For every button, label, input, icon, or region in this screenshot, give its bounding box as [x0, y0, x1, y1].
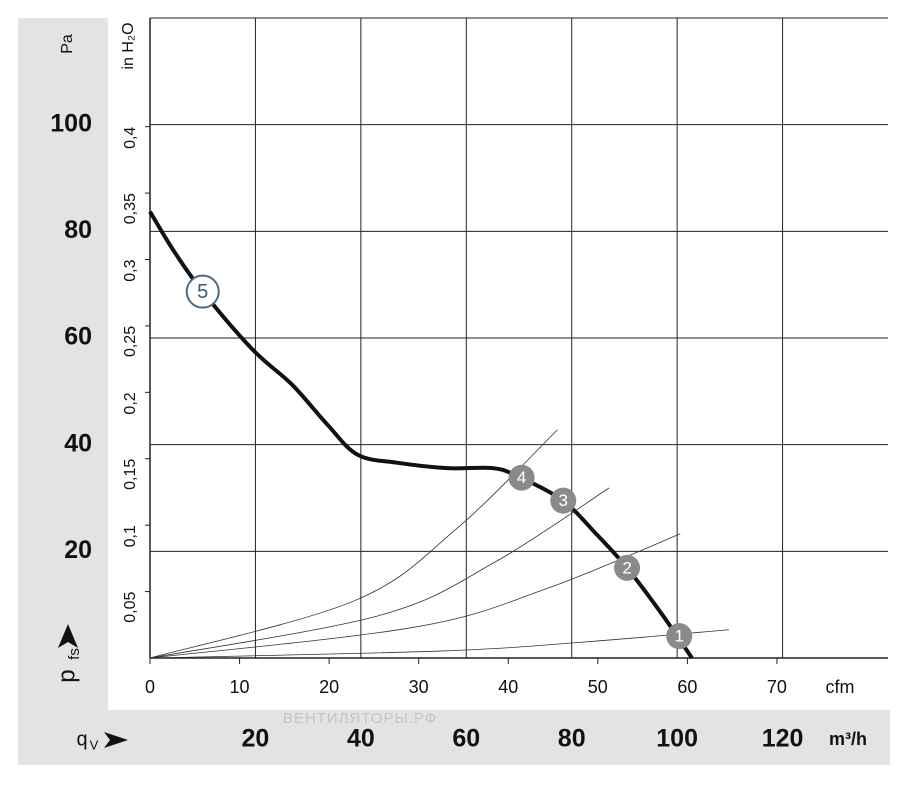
y-unit: Pa: [59, 34, 76, 54]
x-unit: m³/h: [829, 729, 867, 749]
watermark: ВЕНТИЛЯТОРЫ.РФ: [283, 710, 437, 727]
left-band: [18, 18, 108, 710]
x-label: q: [76, 728, 87, 750]
x2-tick-label: 30: [409, 677, 429, 697]
x-arrow: [104, 732, 128, 748]
y2-tick-label: 0,25: [122, 326, 139, 357]
y-tick-label: 60: [64, 323, 92, 351]
y2-tick-label: 0,2: [122, 392, 139, 414]
operating-point: [550, 487, 577, 514]
x2-tick-label: 10: [230, 677, 250, 697]
operating-point: [185, 274, 220, 309]
x-tick-label: 40: [347, 725, 375, 753]
y-tick-label: 40: [64, 429, 92, 457]
x2-tick-label: 0: [145, 677, 155, 697]
x-tick-label: 120: [762, 725, 804, 753]
y-label-sub: fs: [66, 648, 83, 660]
y-arrow: [58, 624, 78, 648]
x2-tick-label: 70: [767, 677, 787, 697]
y2-tick-label: 0,05: [122, 591, 139, 622]
bottom-band: [18, 710, 890, 765]
y-tick-label: 100: [50, 109, 92, 137]
system-curve: [149, 533, 681, 659]
x-tick-label: 80: [558, 725, 586, 753]
y-tick-label: 20: [64, 536, 92, 564]
y2-tick-label: 0,4: [122, 127, 139, 149]
y2-tick-label: 0,35: [122, 193, 139, 224]
fan-curve: [148, 210, 694, 660]
y2-tick-label: 0,15: [122, 459, 139, 490]
y-tick-label: 80: [64, 216, 92, 244]
x2-tick-label: 40: [498, 677, 518, 697]
system-curve: [149, 629, 729, 659]
y2-tick-label: 0,3: [122, 259, 139, 281]
operating-point-label: 3: [559, 491, 568, 510]
operating-point-label: 2: [622, 558, 631, 577]
x-label-sub: V: [90, 737, 99, 752]
x2-tick-label: 60: [677, 677, 697, 697]
operating-point: [508, 464, 535, 491]
system-curve: [149, 487, 610, 659]
x-tick-label: 100: [656, 725, 698, 753]
y2-unit: in H₂O: [120, 22, 137, 69]
operating-point-label: 5: [197, 281, 208, 303]
x2-tick-label: 50: [588, 677, 608, 697]
x-tick-label: 20: [242, 725, 270, 753]
operating-point-label: 1: [675, 627, 684, 646]
operating-point: [614, 554, 641, 581]
x2-tick-label: 20: [319, 677, 339, 697]
y2-tick-label: 0,1: [122, 525, 139, 547]
x-tick-label: 60: [452, 725, 480, 753]
y-label: p: [53, 669, 80, 682]
operating-point: [666, 623, 693, 650]
operating-point-label: 4: [517, 468, 526, 487]
system-curve: [149, 429, 558, 659]
x2-unit: cfm: [826, 677, 855, 697]
